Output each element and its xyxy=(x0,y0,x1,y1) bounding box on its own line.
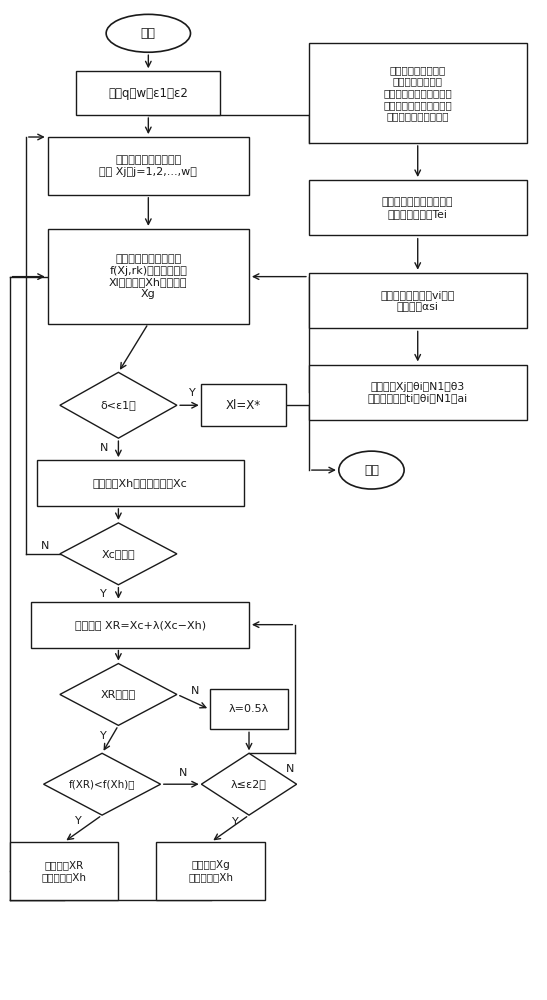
Text: XR可行？: XR可行？ xyxy=(101,689,136,699)
FancyBboxPatch shape xyxy=(210,689,288,729)
Polygon shape xyxy=(44,753,161,815)
Polygon shape xyxy=(60,664,177,725)
Text: 开始: 开始 xyxy=(141,27,156,40)
Text: 输入伺服电机参数；
输入压力机参数；
输入曲柄转角滑块高度数
据，谐波法高精度拟合；
输入拉深工艺控制参数: 输入伺服电机参数； 输入压力机参数； 输入曲柄转角滑块高度数 据，谐波法高精度拟… xyxy=(383,65,452,121)
Text: Y: Y xyxy=(75,816,82,826)
Text: 计算除去Xh后各顶点中心Xc: 计算除去Xh后各顶点中心Xc xyxy=(93,478,188,488)
Text: 求反射点 XR=Xc+λ(Xc−Xh): 求反射点 XR=Xc+λ(Xc−Xh) xyxy=(74,620,206,630)
Text: N: N xyxy=(190,686,199,696)
FancyBboxPatch shape xyxy=(37,460,243,506)
Text: N: N xyxy=(178,768,187,778)
Text: 以映射点XR
代替最坏点Xh: 以映射点XR 代替最坏点Xh xyxy=(42,860,86,882)
Text: N: N xyxy=(40,541,49,551)
Polygon shape xyxy=(60,372,177,438)
FancyBboxPatch shape xyxy=(76,71,220,115)
FancyBboxPatch shape xyxy=(9,842,118,900)
Polygon shape xyxy=(60,523,177,585)
Text: 计算各顶点目标函数值
f(Xj,rk)，找出最好点
Xl、最坏点Xh和次坏点
Xg: 计算各顶点目标函数值 f(Xj,rk)，找出最好点 Xl、最坏点Xh和次坏点 X… xyxy=(109,254,188,299)
Ellipse shape xyxy=(106,14,190,52)
FancyBboxPatch shape xyxy=(31,602,249,648)
FancyBboxPatch shape xyxy=(309,180,527,235)
Text: λ=0.5λ: λ=0.5λ xyxy=(229,704,269,714)
Text: 随机法构建初始复合形
顶点 Xj（j=1,2,...,w）: 随机法构建初始复合形 顶点 Xj（j=1,2,...,w） xyxy=(100,155,197,177)
Text: Y: Y xyxy=(232,817,239,827)
Text: Y: Y xyxy=(189,388,195,398)
Text: 计算单台伺服电机在一个
冲压周期的转矩Tei: 计算单台伺服电机在一个 冲压周期的转矩Tei xyxy=(382,197,453,219)
FancyBboxPatch shape xyxy=(201,384,286,426)
Polygon shape xyxy=(201,753,296,815)
Text: Xc可行？: Xc可行？ xyxy=(102,549,135,559)
Text: 结束: 结束 xyxy=(364,464,379,477)
FancyBboxPatch shape xyxy=(156,842,265,900)
FancyBboxPatch shape xyxy=(309,43,527,143)
Text: 根据变量Xj，θi，N1，θ3
计算曲柄参数ti，θi，N1，ai: 根据变量Xj，θi，N1，θ3 计算曲柄参数ti，θi，N1，ai xyxy=(368,382,468,403)
Text: f(XR)<f(Xh)？: f(XR)<f(Xh)？ xyxy=(69,779,135,789)
Text: 以次坏点Xg
代替最坏点Xh: 以次坏点Xg 代替最坏点Xh xyxy=(188,860,234,882)
Text: δ<ε1？: δ<ε1？ xyxy=(101,400,136,410)
FancyBboxPatch shape xyxy=(48,229,249,324)
Text: N: N xyxy=(286,764,294,774)
Text: 分别计算滑块速度vi和滑
块加速度αsi: 分别计算滑块速度vi和滑 块加速度αsi xyxy=(381,290,455,311)
Text: 输入q，w，ε1，ε2: 输入q，w，ε1，ε2 xyxy=(108,87,188,100)
FancyBboxPatch shape xyxy=(309,273,527,328)
Text: Xl=X*: Xl=X* xyxy=(226,399,261,412)
Text: Y: Y xyxy=(100,731,107,741)
Text: Y: Y xyxy=(100,589,107,599)
Text: N: N xyxy=(100,443,108,453)
FancyBboxPatch shape xyxy=(309,365,527,420)
Text: λ≤ε2？: λ≤ε2？ xyxy=(231,779,267,789)
Ellipse shape xyxy=(339,451,404,489)
FancyBboxPatch shape xyxy=(48,137,249,195)
